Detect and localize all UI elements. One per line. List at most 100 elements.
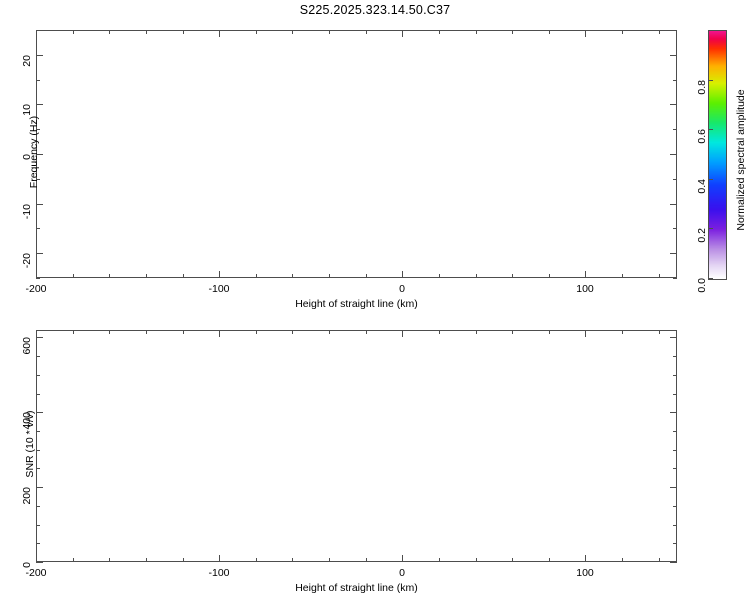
axis-tick-label: 0 [21,562,33,568]
axis-tick-label: -200 [25,283,47,295]
axis-tick [673,30,677,31]
axis-tick [622,30,623,34]
axis-tick-label: -20 [21,253,33,269]
axis-tick [36,337,43,338]
axis-tick [36,412,43,413]
axis-tick [439,330,440,334]
axis-tick [659,558,660,562]
axis-tick [292,330,293,334]
axis-tick [36,179,40,180]
axis-tick [585,555,586,562]
axis-tick [219,555,220,562]
axis-tick [512,274,513,278]
axis-tick [183,558,184,562]
axis-tick [36,278,40,279]
axis-tick [36,450,40,451]
axis-tick [439,30,440,34]
snr-x-axis-label: Height of straight line (km) [295,582,418,594]
axis-tick [673,179,677,180]
colorbar-gradient [708,30,727,280]
axis-tick [219,271,220,278]
axis-tick [585,30,586,37]
axis-tick [109,274,110,278]
figure-title: S225.2025.323.14.50.C37 [299,3,451,17]
axis-tick [36,30,40,31]
axis-tick-label: -200 [25,567,47,579]
axis-tick [292,30,293,34]
axis-tick [670,204,677,205]
axis-tick [366,274,367,278]
axis-tick [659,330,660,334]
axis-tick [73,330,74,334]
axis-tick [549,558,550,562]
axis-tick [256,330,257,334]
axis-tick [673,543,677,544]
snr-y-axis-label: SNR (10 * v/v) [24,410,36,478]
axis-tick [329,558,330,562]
axis-tick [673,468,677,469]
axis-tick [292,558,293,562]
axis-tick [146,274,147,278]
axis-tick-label: 20 [21,55,33,67]
axis-tick [670,104,677,105]
axis-tick [366,330,367,334]
axis-tick [670,487,677,488]
axis-tick [673,278,677,279]
axis-tick [329,330,330,334]
axis-tick [36,253,43,254]
axis-tick [673,129,677,130]
axis-tick [670,337,677,338]
axis-tick [256,558,257,562]
spectrogram-frame [36,30,677,278]
axis-tick-label: 100 [576,283,594,295]
axis-tick [673,525,677,526]
axis-tick [36,271,37,278]
axis-tick [36,555,37,562]
axis-tick [670,154,677,155]
axis-tick-label: 0 [399,283,405,295]
axis-tick [109,558,110,562]
axis-tick [329,30,330,34]
axis-tick [673,431,677,432]
axis-tick [36,468,40,469]
axis-tick [670,412,677,413]
axis-tick [109,30,110,34]
axis-tick [36,330,37,337]
axis-tick [146,30,147,34]
axis-tick [512,30,513,34]
axis-tick [36,204,43,205]
axis-tick [256,30,257,34]
axis-tick [36,104,43,105]
axis-tick [219,30,220,37]
axis-tick [36,394,40,395]
axis-tick-label: 600 [21,337,33,355]
axis-tick [183,274,184,278]
axis-tick [36,525,40,526]
spectrogram-y-axis-label: Frequency (Hz) [28,115,40,189]
axis-tick [673,228,677,229]
axis-tick [402,271,403,278]
axis-tick [329,274,330,278]
colorbar-tick-label: 0.8 [696,80,708,95]
colorbar-tick [708,129,713,130]
axis-tick [670,253,677,254]
colorbar-tick-label: 0.0 [696,278,708,293]
axis-tick [512,558,513,562]
axis-tick [476,558,477,562]
axis-tick [292,274,293,278]
axis-tick [36,431,40,432]
colorbar-tick [708,228,713,229]
axis-tick [549,274,550,278]
axis-tick [366,558,367,562]
axis-tick [439,558,440,562]
axis-tick [673,506,677,507]
snr-frame [36,330,677,562]
axis-tick [622,274,623,278]
axis-tick [673,356,677,357]
axis-tick [670,55,677,56]
axis-tick [366,30,367,34]
axis-tick [36,543,40,544]
axis-tick [549,330,550,334]
axis-tick [549,30,550,34]
axis-tick [402,330,403,337]
